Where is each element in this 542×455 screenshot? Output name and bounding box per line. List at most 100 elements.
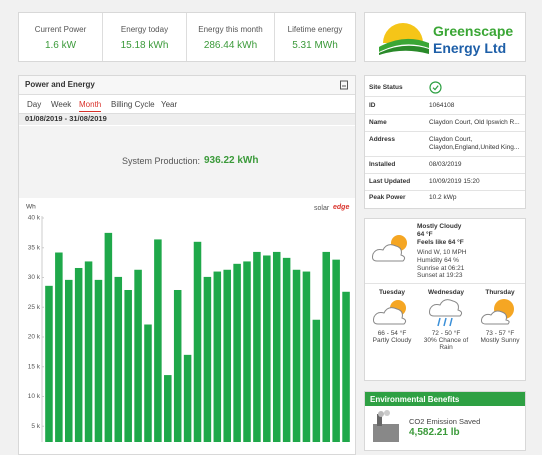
production-box [19,126,355,198]
bar [272,251,281,442]
tab[interactable]: Week [51,100,72,109]
forecast: Thursday 73 - 57 °F Mostly Sunny [473,289,527,344]
bar [114,276,123,442]
weather-panel: Mostly Cloudy 64 °F Feels like 64 °F Win… [364,218,526,381]
y-tick-label: 25 k [28,304,41,311]
tab[interactable]: Billing Cycle [111,100,155,109]
row-key: Peak Power [369,194,406,201]
stats-panel: Current Power 1.6 kW Energy today 15.18 kW… [18,12,356,62]
y-tick-label: 40 k [28,215,41,222]
divider [365,114,525,115]
row-key: ID [369,102,376,109]
panel-header [19,76,355,95]
bar [203,276,212,442]
stat: Energy this month 286.44 kWh [187,13,275,61]
stat-label: Current Power [34,25,87,34]
brand: solar [314,205,330,212]
bar [164,375,172,442]
bar [84,261,93,442]
row-value: Claydon Court, [429,136,473,143]
bar [292,269,301,442]
bar [94,279,103,442]
logo-icon [379,23,429,55]
bar [55,252,63,442]
y-tick-label: 15 k [28,363,41,370]
divider [365,283,525,284]
bar [173,289,182,442]
power-panel: Power and Energy Day Week Month Billing … [18,75,356,455]
forecast-desc: Partly Cloudy [372,337,412,344]
status-ok [429,81,442,94]
y-tick-label: 30 k [28,274,41,281]
stat-value: 15.18 kWh [120,40,169,51]
y-tick-label: 35 k [28,244,41,251]
tab[interactable]: Month [79,100,102,112]
row-value: Claydon Court, Old Ipswich R... [429,119,520,126]
y-tick-label: 20 k [28,334,41,341]
row-value: 10/09/2019 15:20 [429,178,480,185]
stat-label: Lifetime energy [287,25,343,34]
row-key: Name [369,119,387,126]
bar [332,259,340,442]
env-title: Environmental Benefits [370,395,460,404]
logo-text: Greenscape [433,23,514,39]
bar [342,291,350,442]
stat-label: Energy today [120,25,169,34]
row-key: Installed [369,161,396,168]
production-label: System Production: [122,156,201,166]
row-key: Last Updated [369,178,411,185]
tab[interactable]: Year [161,100,178,109]
stat: Energy today 15.18 kWh [103,13,187,61]
weather-wind: Wind W, 10 MPH [417,249,467,256]
co2-icon [373,410,399,442]
export-icon[interactable] [339,80,349,90]
bar [64,279,73,442]
tab[interactable]: Day [27,100,42,109]
weather-icon [372,235,407,262]
forecast-temp: 72 - 50 °F [431,330,461,337]
forecast-day: Thursday [485,289,515,296]
site-panel: Site Status ID 1064108 Name Claydon Court,… [364,75,526,209]
bar [312,319,321,442]
brand: edge [333,204,350,211]
bar [223,269,231,442]
divider [365,96,525,97]
bar [154,239,162,442]
divider [365,156,525,157]
stat-value: 1.6 kW [44,40,77,51]
stat-value: 5.31 MWh [292,40,338,51]
page: Current Power 1.6 kW Energy today 15.18 kW… [18,12,526,455]
row-value: Claydon,England,United King... [429,144,520,151]
forecast-day: Wednesday [427,289,464,296]
bar [213,271,222,442]
bar [183,354,192,442]
row-value: 1064108 [429,102,455,109]
env-header [365,392,525,406]
row-value: 08/03/2019 [429,161,462,168]
bar [243,261,251,442]
divider [365,173,525,174]
date-bar [19,113,355,125]
row-value: 10.2 kWp [429,194,457,201]
weather-sunrise: Sunrise at 06:21 [417,265,465,272]
bar [193,241,202,442]
bar [104,232,113,442]
forecast-desc: 30% Chance of Rain [423,337,469,351]
stat: Current Power 1.6 kW [19,13,103,61]
forecast-temp: 73 - 57 °F [485,330,515,337]
forecast-desc: Mostly Sunny [480,337,520,344]
logo-text: Energy Ltd [433,40,507,56]
bar [302,271,311,442]
stat-value: 286.44 kWh [203,40,258,51]
bar [263,255,271,442]
forecast: Wednesday 72 - 50 °F 30% Chance of Rain [419,289,473,351]
weather-temp: 64 °F [417,231,433,238]
env-panel: Environmental Benefits CO2 Emission Save… [364,391,526,451]
bar [322,251,331,442]
y-tick-label: 5 k [31,423,40,430]
divider [365,131,525,132]
chart: Wh 5 k 10 k 15 k 20 k 25 k 30 k 35 k 40 k [26,204,350,442]
date-range: 01/08/2019 - 31/08/2019 [25,114,107,123]
row-key: Address [369,136,396,143]
panel-title: Power and Energy [25,80,95,89]
